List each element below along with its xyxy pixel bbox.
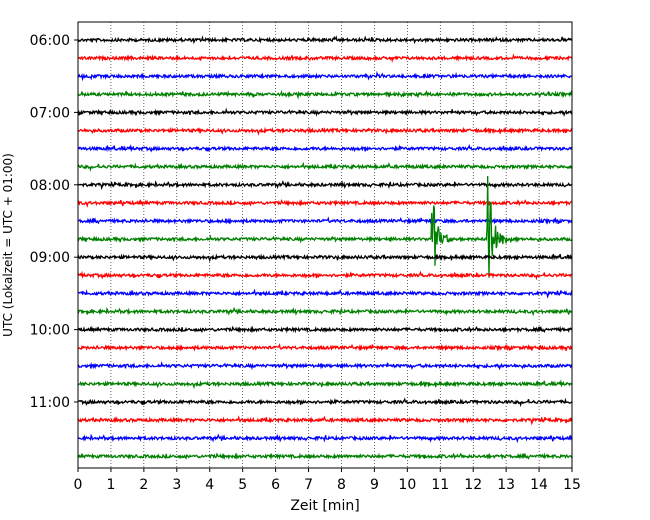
x-tick-label: 7 — [304, 477, 313, 493]
trace-line — [77, 143, 573, 153]
y-tick-label: 06:00 — [30, 33, 70, 49]
x-tick-label: 14 — [530, 477, 548, 493]
x-tick-label: 15 — [563, 477, 581, 493]
trace-line — [77, 126, 573, 136]
x-tick-label: 0 — [74, 477, 83, 493]
x-axis-label: Zeit [min] — [290, 498, 359, 514]
y-tick-label: 09:00 — [30, 250, 70, 266]
y-tick-label: 07:00 — [30, 105, 70, 121]
x-tick-label: 8 — [337, 477, 346, 493]
x-tick-label: 6 — [271, 477, 280, 493]
trace-line — [77, 433, 573, 444]
trace-line — [77, 107, 573, 118]
x-tick-label: 4 — [205, 477, 214, 493]
x-tick-label: 13 — [497, 477, 515, 493]
y-tick-label: 08:00 — [30, 178, 70, 194]
trace-line — [77, 343, 573, 352]
x-tick-label: 1 — [106, 477, 115, 493]
y-axis-label: UTC (Lokalzeit = UTC + 01:00) — [1, 153, 15, 337]
trace-line — [77, 161, 573, 172]
x-tick-label: 5 — [238, 477, 247, 493]
trace-line — [77, 306, 573, 317]
plot-frame — [77, 21, 573, 469]
trace-line — [77, 288, 573, 299]
trace-line — [77, 35, 573, 45]
seismic-traces — [77, 35, 573, 461]
x-tick-label: 3 — [172, 477, 181, 493]
trace-line — [77, 53, 573, 63]
x-tick-label: 2 — [139, 477, 148, 493]
x-tick-label: 10 — [398, 477, 416, 493]
trace-line — [77, 175, 573, 278]
trace-line — [77, 452, 573, 461]
trace-line — [77, 89, 573, 100]
trace-line — [77, 325, 573, 334]
trace-line — [77, 360, 573, 371]
y-axis-ticks: 06:00 07:00 08:00 09:00 10:00 11:00 — [30, 33, 78, 411]
trace-line — [77, 270, 573, 281]
trace-line — [77, 379, 573, 390]
y-tick-label: 10:00 — [30, 323, 70, 339]
x-tick-label: 12 — [464, 477, 482, 493]
y-tick-label: 11:00 — [30, 395, 70, 411]
trace-line — [77, 253, 573, 263]
trace-line — [77, 198, 573, 208]
trace-line — [77, 180, 573, 191]
x-tick-label: 9 — [370, 477, 379, 493]
x-axis-ticks: 0 1 2 3 4 5 6 7 8 9 10 11 12 13 14 15 — [74, 468, 581, 493]
x-tick-label: 11 — [431, 477, 449, 493]
trace-line — [77, 415, 573, 426]
trace-line — [77, 70, 573, 82]
trace-line — [77, 397, 573, 408]
